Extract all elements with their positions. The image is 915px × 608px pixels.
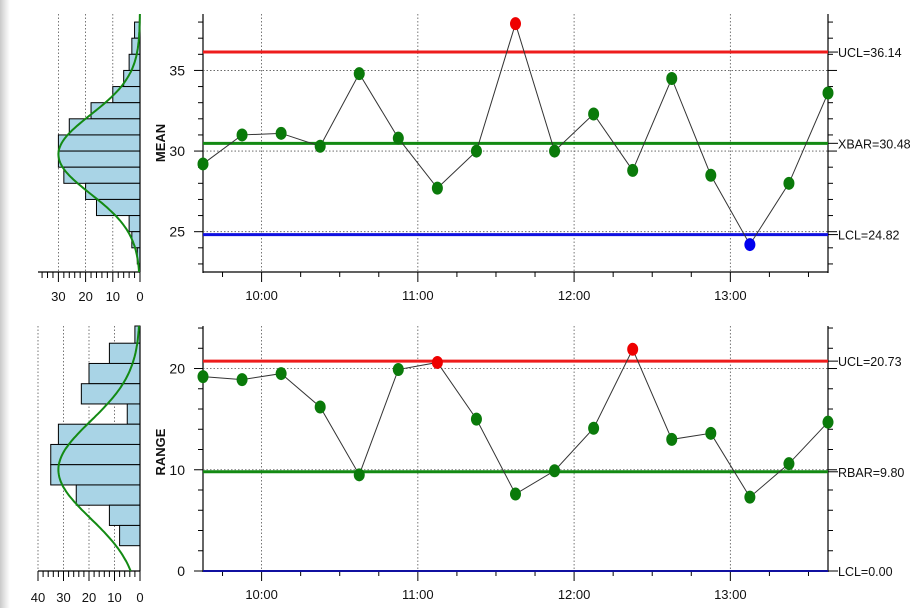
data-point [627,163,639,177]
histogram-tick-label: 0 [136,289,143,304]
control-limit-label: UCL=36.14 [838,46,902,60]
data-point [588,421,600,435]
data-point [197,157,209,171]
data-series-line [202,21,829,246]
histogram-bar [57,150,141,168]
x-tick-label: 11:00 [402,288,434,303]
data-point [510,487,521,501]
control-limit-label: XBAR=30.48 [838,137,911,151]
range-histogram-panel: 40 30 20 10 0 [31,325,144,605]
data-point [275,126,287,140]
data-point [353,67,365,81]
histogram-bar [57,134,141,152]
data-point [392,363,404,377]
x-tick-label: 12:00 [558,587,591,602]
data-point [470,412,482,426]
y-tick-label: 30 [169,143,185,159]
histogram-tick-label: 10 [106,289,120,304]
data-point [744,238,756,252]
data-point [314,139,326,153]
y-tick-label: 20 [169,361,185,377]
histogram-tick-label: 30 [56,590,70,605]
data-point [588,107,600,121]
histogram-bar [50,443,141,466]
y-tick-label: 10 [169,462,185,478]
data-point [392,131,404,145]
data-point [236,128,248,142]
range-chart-panel: 10:00 11:00 12:00 13:00 0 10 20 RANGE UCL=20.73 R… [153,326,904,602]
histogram-tick-label: 40 [31,590,45,605]
data-point [783,176,795,190]
mean-chart-panel: 10:00 11:00 12:00 13:00 25 30 35 MEAN UCL=36.14 X… [153,14,911,303]
data-point [627,342,639,356]
data-series-line [202,348,829,498]
data-point [470,144,482,158]
data-point [549,144,561,158]
data-point [666,432,678,446]
data-point [353,468,365,482]
histogram-bar [90,102,141,120]
y-tick-label: 0 [177,563,185,579]
data-point [783,457,795,471]
data-point [236,373,248,387]
data-point [314,400,326,414]
x-tick-label: 12:00 [558,288,591,303]
data-point [822,415,834,429]
x-tick-label: 13:00 [714,587,747,602]
histogram-bar [68,118,141,136]
control-limit-label: LCL=24.82 [838,229,900,243]
data-point [431,181,443,195]
control-limit-label: RBAR=9.80 [838,466,904,480]
y-axis-label: RANGE [153,428,168,475]
data-point [510,17,521,31]
control-limit-label: UCL=20.73 [838,355,902,369]
x-tick-label: 13:00 [714,288,747,303]
data-point [705,426,717,440]
histogram-tick-label: 0 [136,590,143,605]
data-point [666,72,678,85]
y-tick-label: 25 [169,224,185,240]
histogram-normal-curve [57,325,140,572]
y-tick-label: 35 [169,62,185,78]
histogram-bar [119,524,141,547]
x-tick-label: 10:00 [245,587,278,602]
x-tick-label: 11:00 [402,587,434,602]
histogram-bar [108,504,141,526]
control-limit-label: LCL=0.00 [838,565,893,579]
window-edge-strip [0,0,10,608]
data-point [705,168,717,182]
data-point [275,367,287,381]
y-axis-label: MEAN [153,124,168,162]
data-point [197,370,209,384]
histogram-bar [128,215,141,233]
data-point [431,355,443,369]
data-point [549,464,561,478]
x-tick-label: 10:00 [245,288,278,303]
histogram-bar [95,198,141,217]
mean-histogram-panel: 30 20 10 0 [38,13,144,304]
histogram-tick-label: 20 [78,289,92,304]
data-point [822,86,834,100]
histogram-bar [50,464,141,486]
data-point [744,490,756,504]
histogram-bar [112,86,141,104]
histogram-tick-label: 20 [82,590,96,605]
histogram-tick-label: 30 [51,289,65,304]
histogram-normal-curve [57,13,141,273]
histogram-tick-label: 10 [107,590,121,605]
histogram-bar [75,484,141,506]
histogram-bar [126,403,141,425]
